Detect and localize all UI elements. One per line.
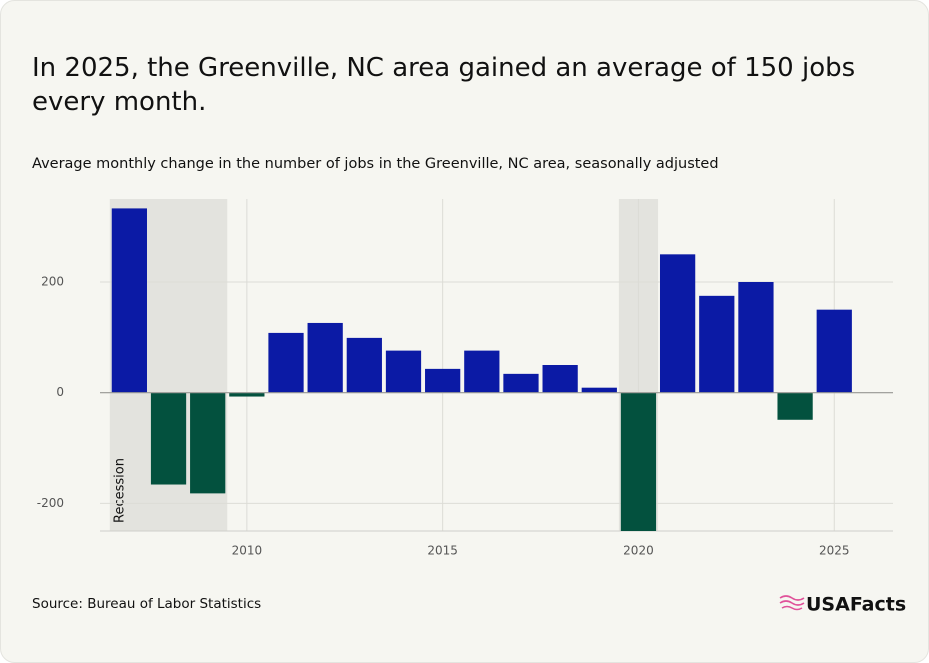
bar xyxy=(816,309,852,393)
bar xyxy=(738,282,774,393)
x-tick-label: 2025 xyxy=(819,544,850,558)
x-tick-label: 2020 xyxy=(623,544,654,558)
bar xyxy=(464,350,500,393)
bar xyxy=(659,254,696,393)
y-tick-label: -200 xyxy=(37,496,64,510)
bar xyxy=(111,208,147,393)
bar xyxy=(425,368,461,393)
bar xyxy=(620,392,657,531)
x-tick-label: 2010 xyxy=(232,544,263,558)
bar xyxy=(777,392,813,420)
bar xyxy=(542,365,578,393)
recession-label: Recession xyxy=(112,458,127,523)
source: Source: Bureau of Labor Statistics xyxy=(32,596,261,612)
bar xyxy=(268,332,304,393)
bar xyxy=(699,295,735,393)
bar xyxy=(229,392,265,397)
chart-subtitle: Average monthly change in the number of … xyxy=(32,156,719,172)
bar xyxy=(346,337,382,393)
bar xyxy=(503,373,539,393)
x-tick-label: 2015 xyxy=(427,544,458,558)
bar xyxy=(385,350,422,393)
bar xyxy=(307,322,343,393)
y-tick-label: 200 xyxy=(41,275,64,289)
y-tick-label: 0 xyxy=(56,385,64,399)
bar xyxy=(190,392,226,494)
logo-icon xyxy=(779,595,805,611)
bar xyxy=(581,387,617,393)
chart-title: In 2025, the Greenville, NC area gained … xyxy=(32,53,855,117)
logo: USAFacts xyxy=(806,594,906,616)
bar xyxy=(150,392,187,485)
